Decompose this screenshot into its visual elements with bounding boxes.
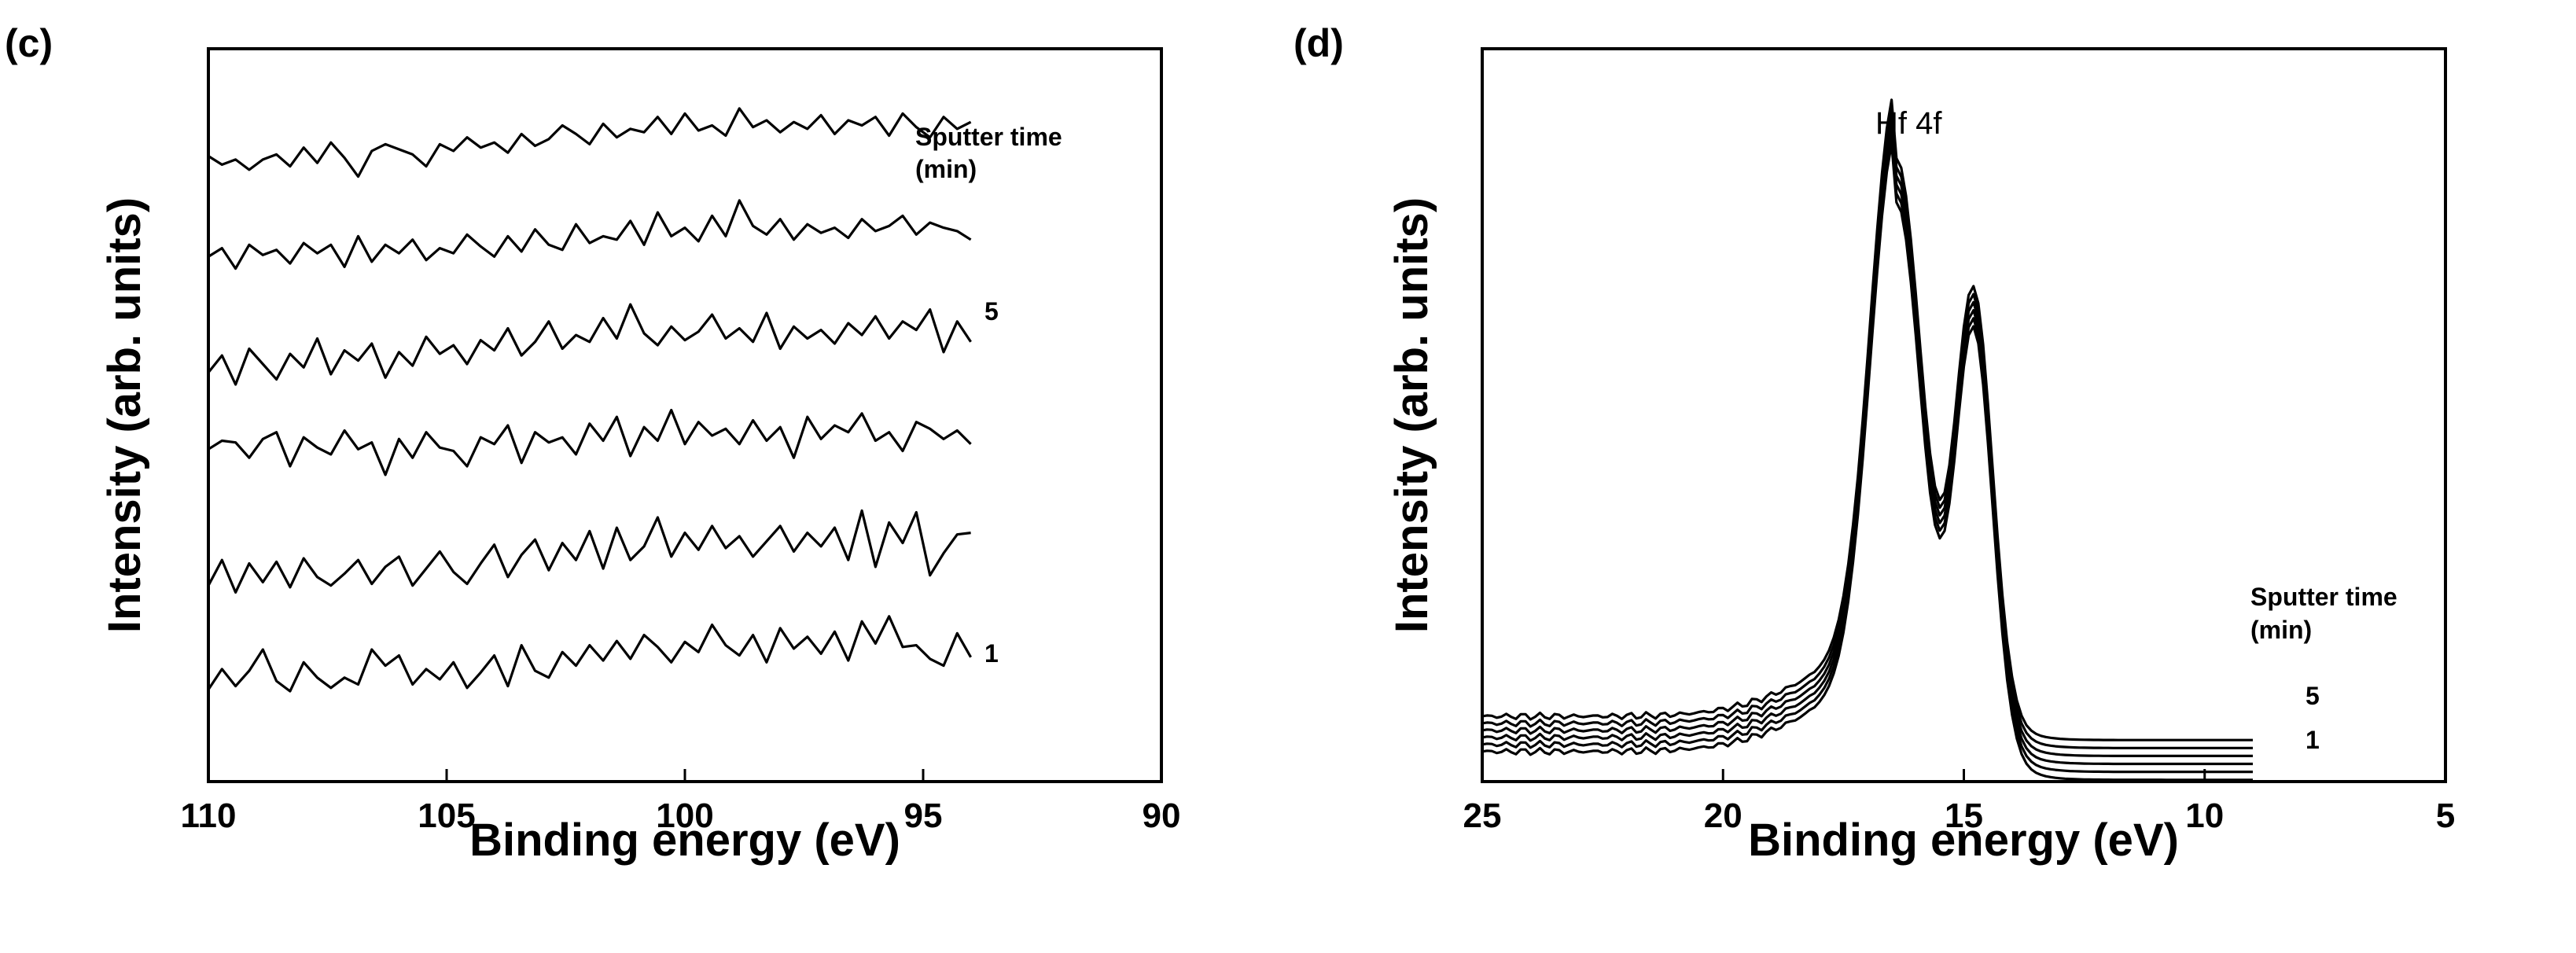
trace-c-series-6	[208, 107, 972, 178]
trace-c-series-2	[207, 509, 971, 594]
x-tick-label-105: 105	[418, 797, 475, 835]
peak-annotation-hf4f: Hf 4f	[1875, 106, 1942, 141]
y-axis-title-d: Intensity (arb. units)	[1386, 197, 1437, 633]
trace-d-series-6	[1481, 98, 2253, 741]
traces-c	[207, 107, 972, 693]
series-label-c-1: 1	[984, 639, 999, 668]
x-tick-label-110: 110	[181, 797, 237, 835]
traces-d	[1481, 98, 2253, 782]
trace-c-series-1	[207, 615, 972, 693]
x-tick-label-100: 100	[656, 797, 713, 835]
plot-frame-c	[207, 47, 1163, 783]
trace-c-series-3	[208, 408, 972, 476]
x-axis-c: 110 105 100 95 90	[181, 769, 1181, 835]
x-tick-label-25: 25	[1463, 797, 1502, 835]
trace-c-series-5	[208, 199, 972, 270]
panel-label-d: (d)	[1294, 21, 1344, 65]
x-tick-label-5: 5	[2436, 797, 2455, 835]
panel-c: (c) 110 105 100 95 90 Binding energy (eV) In…	[5, 21, 1180, 866]
trace-d-series-2	[1481, 134, 2253, 774]
plot-frame-d	[1481, 47, 2447, 783]
x-tick-label-20: 20	[1704, 797, 1742, 835]
x-tick-label-15: 15	[1945, 797, 1983, 835]
x-tick-label-10: 10	[2185, 797, 2224, 835]
x-axis-d: 25 20 15 10 5	[1463, 769, 2455, 835]
legend-title-d-line1: Sputter time	[2250, 583, 2398, 611]
trace-d-series-4	[1481, 116, 2253, 758]
panel-label-c: (c)	[5, 21, 53, 65]
legend-title-c-line1: Sputter time	[915, 123, 1062, 151]
trace-d-series-5	[1481, 107, 2253, 749]
trace-d-series-3	[1481, 124, 2253, 766]
series-label-c-5: 5	[984, 297, 999, 326]
x-tick-label-95: 95	[904, 797, 943, 835]
trace-d-series-1	[1481, 142, 2253, 782]
trace-c-series-4	[207, 303, 972, 386]
panel-d: (d) 25 20 15 10 5 Binding energy (eV) Intens…	[1294, 21, 2455, 866]
series-label-d-1: 1	[2306, 726, 2320, 754]
series-label-d-5: 5	[2306, 682, 2320, 710]
legend-title-d-line2: (min)	[2250, 616, 2312, 644]
y-axis-title-c: Intensity (arb. units)	[99, 197, 150, 633]
legend-title-c-line2: (min)	[915, 155, 977, 183]
x-axis-title-d: Binding energy (eV)	[1748, 815, 2179, 866]
x-tick-label-90: 90	[1143, 797, 1181, 835]
x-axis-title-c: Binding energy (eV)	[469, 815, 900, 866]
